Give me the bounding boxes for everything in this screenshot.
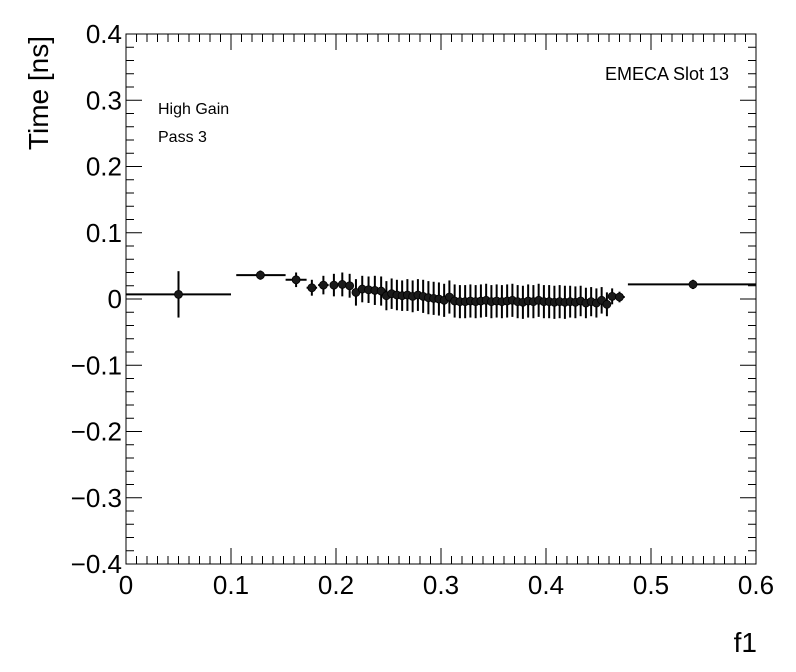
x-tick-label: 0 bbox=[119, 570, 133, 600]
data-point bbox=[306, 279, 318, 296]
data-point bbox=[126, 271, 231, 318]
y-tick-label: 0.4 bbox=[86, 19, 122, 49]
data-point bbox=[370, 275, 380, 305]
y-axis bbox=[126, 33, 756, 565]
x-tick-label: 0.1 bbox=[213, 570, 249, 600]
y-tick-label: 0.1 bbox=[86, 218, 122, 248]
y-tick-labels: −0.4 −0.3 −0.2 −0.1 0 0.1 0.2 0.3 0.4 bbox=[71, 19, 122, 579]
data-point bbox=[337, 272, 347, 297]
y-tick-label: −0.3 bbox=[71, 483, 122, 513]
data-point bbox=[236, 270, 286, 280]
y-tick-label: −0.4 bbox=[71, 549, 122, 579]
y-tick-label: −0.2 bbox=[71, 417, 122, 447]
y-tick-label: −0.1 bbox=[71, 350, 122, 380]
data-point bbox=[285, 272, 307, 288]
y-axis-title: Time [ns] bbox=[23, 36, 54, 150]
x-tick-label: 0.6 bbox=[738, 570, 774, 600]
x-tick-label: 0.3 bbox=[423, 570, 459, 600]
annotation-pass: Pass 3 bbox=[158, 129, 207, 146]
data-point bbox=[329, 273, 339, 297]
x-tick-label: 0.4 bbox=[528, 570, 564, 600]
y-tick-label: 0.3 bbox=[86, 85, 122, 115]
x-axis-title: f1 bbox=[734, 627, 757, 658]
marker bbox=[307, 283, 317, 293]
x-tick-labels: 0 0.1 0.2 0.3 0.4 0.5 0.6 bbox=[119, 570, 774, 600]
data-point bbox=[534, 283, 544, 317]
x-tick-label: 0.5 bbox=[633, 570, 669, 600]
data-point bbox=[615, 291, 625, 303]
marker bbox=[337, 280, 347, 289]
data-layer bbox=[126, 270, 756, 319]
annotation-high-gain: High Gain bbox=[158, 101, 229, 118]
data-point bbox=[345, 273, 355, 298]
marker bbox=[688, 280, 698, 289]
data-point bbox=[607, 288, 617, 305]
marker bbox=[602, 299, 612, 309]
y-tick-label: 0.2 bbox=[86, 152, 122, 182]
marker bbox=[255, 270, 265, 280]
data-point bbox=[597, 287, 607, 314]
marker bbox=[329, 280, 339, 290]
data-point bbox=[318, 275, 329, 295]
marker bbox=[607, 291, 617, 301]
y-tick-label: 0 bbox=[108, 284, 122, 314]
x-tick-label: 0.2 bbox=[318, 570, 354, 600]
marker bbox=[174, 289, 183, 299]
data-point bbox=[627, 279, 756, 290]
x-axis bbox=[125, 34, 757, 564]
marker bbox=[615, 292, 624, 302]
marker bbox=[345, 281, 355, 291]
annotation-slot: EMECA Slot 13 bbox=[605, 64, 729, 84]
data-point bbox=[351, 279, 361, 306]
data-point bbox=[602, 292, 612, 317]
marker bbox=[318, 280, 328, 290]
marker bbox=[291, 275, 301, 285]
